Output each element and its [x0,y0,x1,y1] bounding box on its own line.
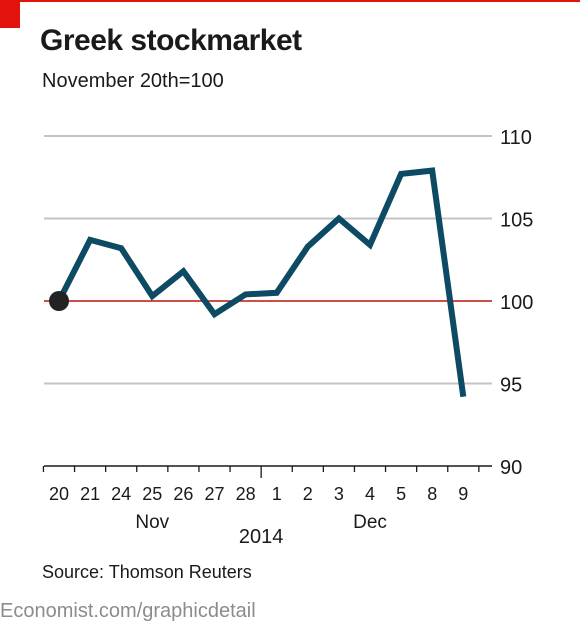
y-tick-label: 90 [500,457,522,479]
year-label: 2014 [239,526,284,548]
x-tick-label: 27 [204,484,224,504]
chart-title: Greek stockmarket [40,24,302,57]
y-tick-label: 105 [500,210,533,232]
x-tick-label: 3 [334,484,344,504]
x-tick-label: 21 [80,484,100,504]
x-tick-label: 9 [458,484,468,504]
x-tick-label: 25 [142,484,162,504]
top-red-rule [0,0,580,2]
gridlines [44,135,492,385]
x-tick-label: 20 [49,484,69,504]
series-layer [44,167,492,398]
chart-subtitle: November 20th=100 [42,70,224,92]
footer-link[interactable]: Economist.com/graphicdetail [0,600,256,622]
x-tick-label: 5 [396,484,406,504]
x-tick-label: 2 [303,484,313,504]
y-tick-label: 110 [500,127,532,149]
y-axis-labels: 90 95 100 105 110 [500,127,533,479]
x-tick-label: 8 [427,484,437,504]
x-tick-label: 24 [111,484,131,504]
x-tick-label: 4 [365,484,375,504]
x-tick-label: 28 [236,484,256,504]
month-label: Dec [353,512,387,533]
y-tick-label: 100 [500,292,533,314]
x-tick-label: 1 [272,484,282,504]
series-line [56,167,467,398]
start-marker [49,291,69,311]
x-axis: 20 21 24 25 26 27 28 1 2 3 4 5 8 9 Nov Dec 2014 [42,465,492,548]
month-label: Nov [135,512,169,533]
source-note: Source: Thomson Reuters [42,562,252,582]
brand-red-tab [0,0,20,28]
y-tick-label: 95 [500,375,522,397]
x-tick-label: 26 [173,484,193,504]
